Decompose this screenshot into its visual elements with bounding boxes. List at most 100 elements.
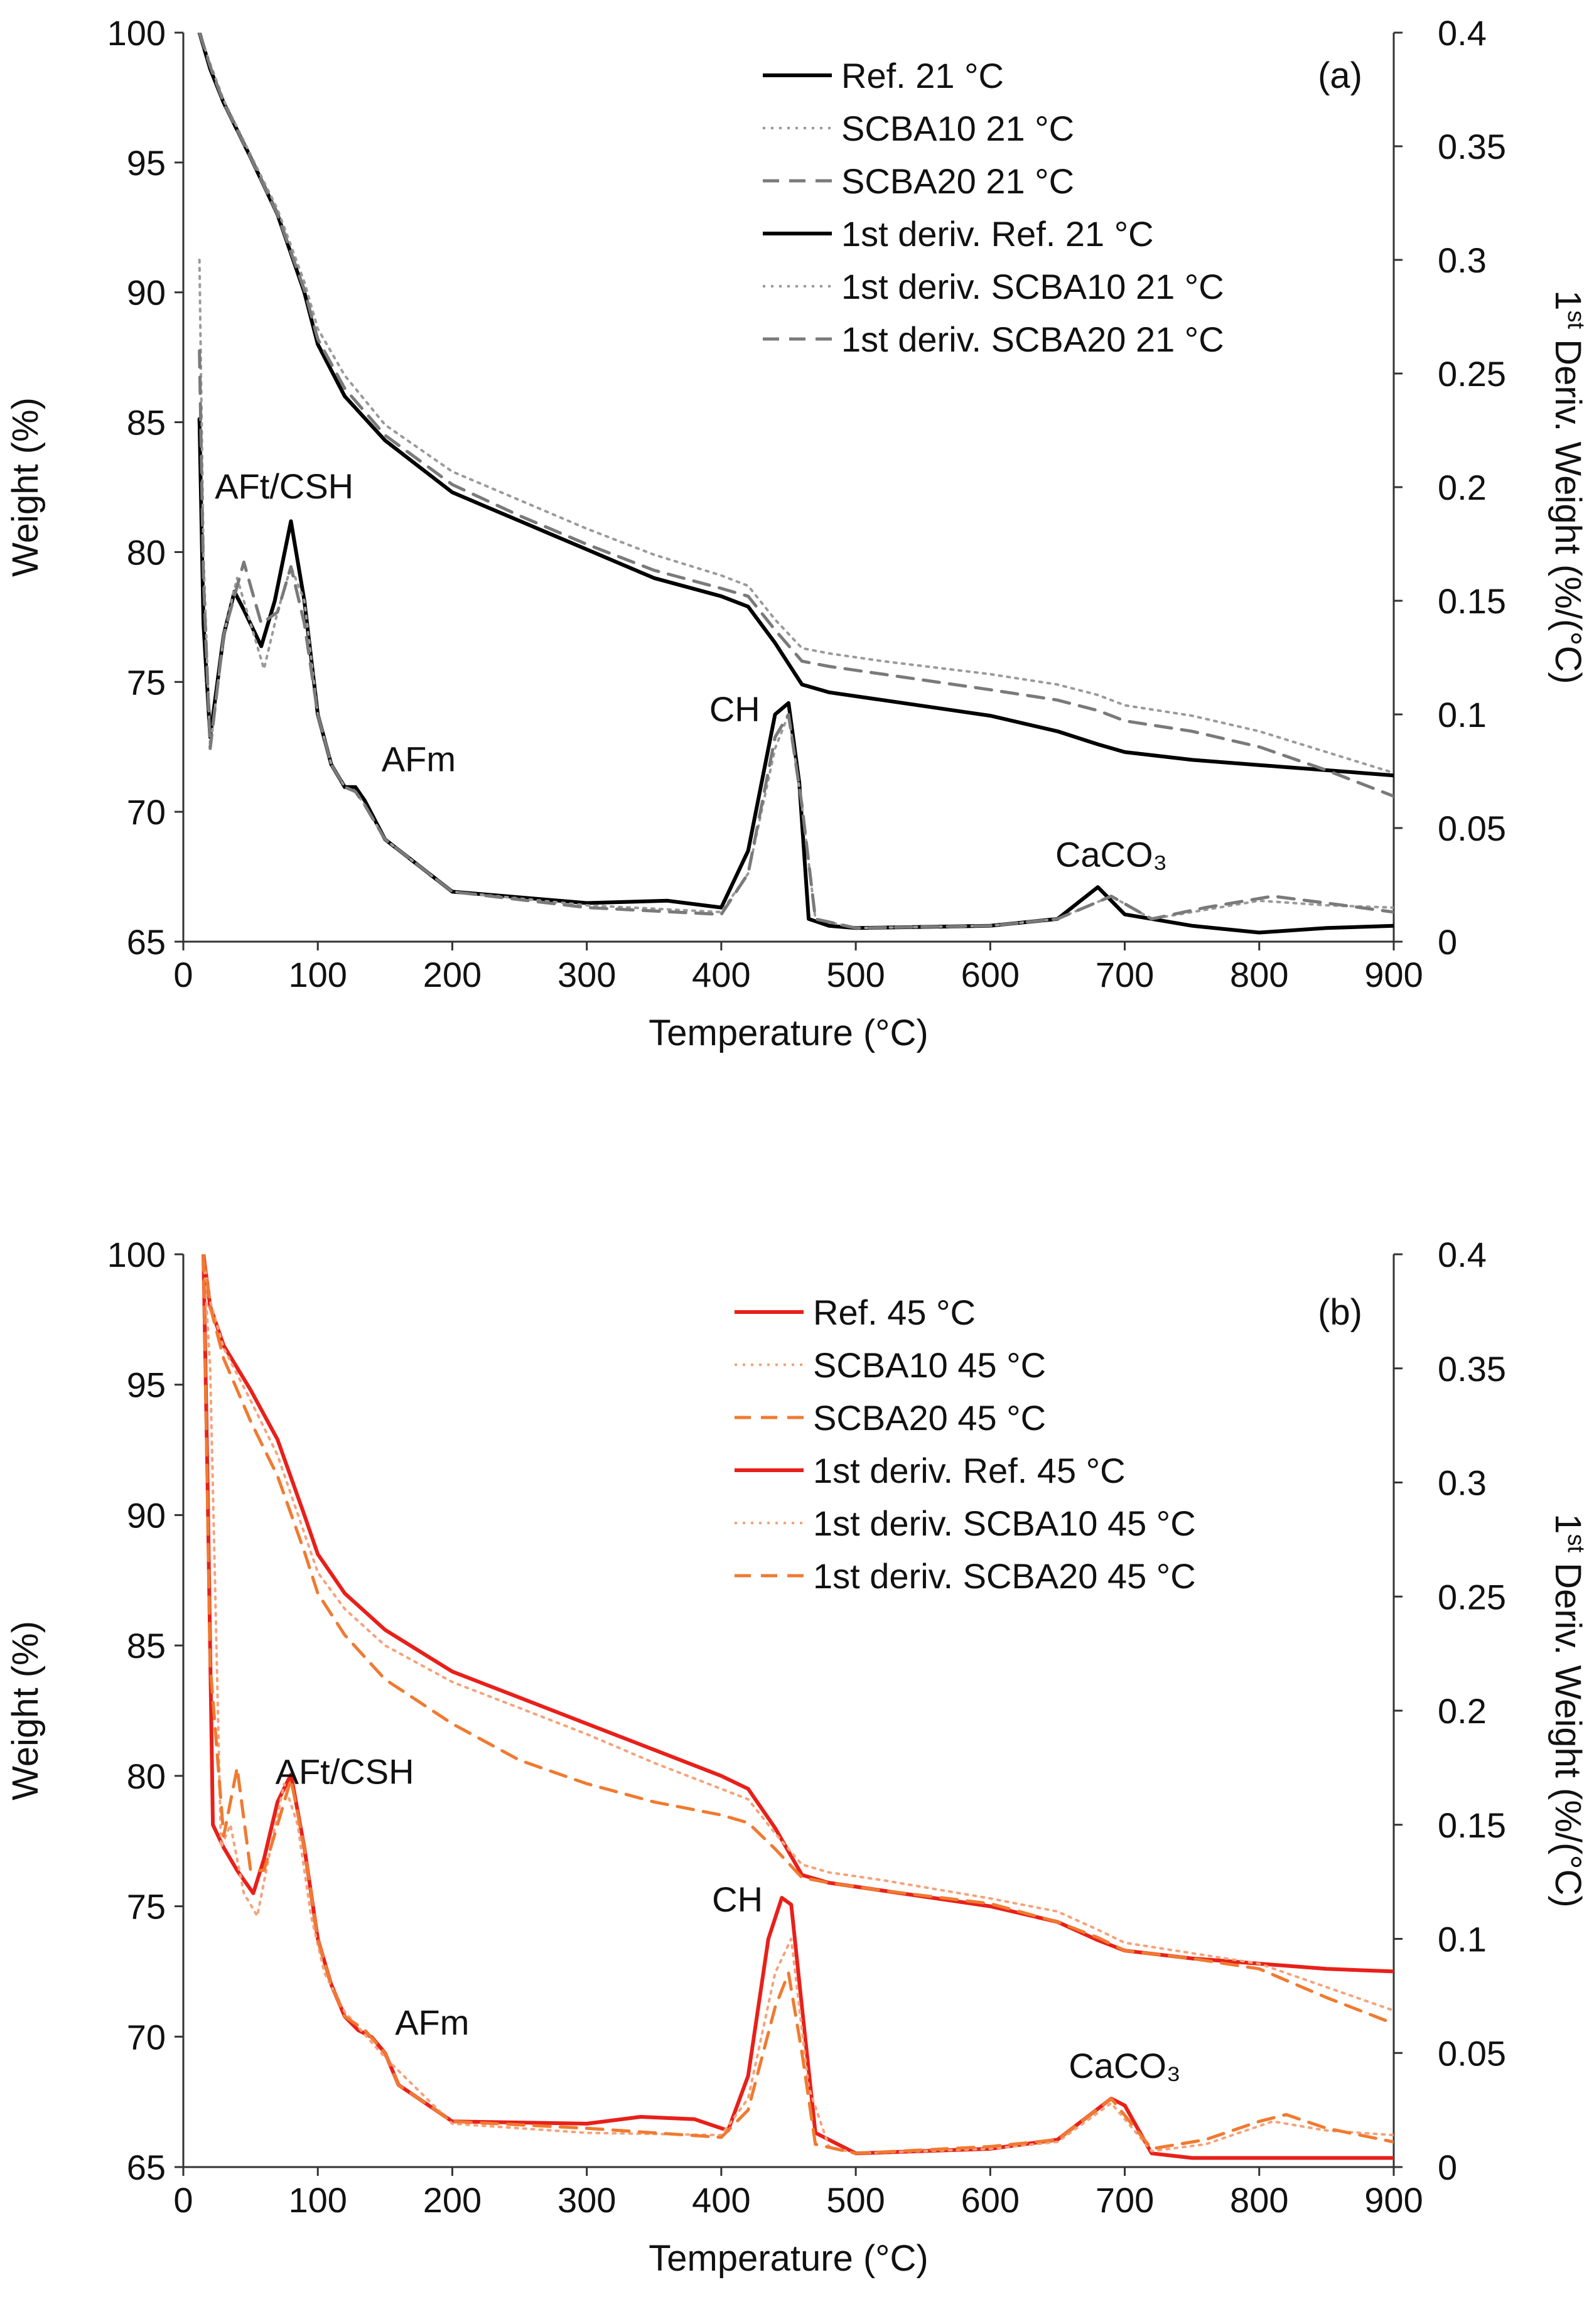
series-line <box>197 33 1394 778</box>
y2-tick-label: 0.1 <box>1438 1920 1487 1959</box>
series-line <box>202 1254 1394 2155</box>
legend-label: 1st deriv. SCBA10 45 °C <box>813 1504 1196 1543</box>
x-tick-label: 600 <box>961 955 1020 994</box>
peak-annotation: CaCO₃ <box>1055 835 1167 874</box>
series-line <box>202 1254 1394 2155</box>
x-axis-label: Temperature (°C) <box>649 1013 928 1053</box>
legend-label: 1st deriv. SCBA20 45 °C <box>813 1556 1196 1596</box>
y2-tick-label: 0.1 <box>1438 695 1487 734</box>
y-tick-label: 70 <box>127 2017 166 2057</box>
y2-axis-label-ordinal: 1 <box>1548 1514 1588 1534</box>
x-tick-label: 100 <box>289 2180 347 2220</box>
y2-tick-label: 0.15 <box>1438 581 1506 621</box>
y-axis-label: Weight (%) <box>5 1621 46 1800</box>
y2-tick-label: 0.4 <box>1438 13 1487 53</box>
y2-tick-label: 0.3 <box>1438 240 1487 280</box>
x-tick-label: 400 <box>692 955 750 994</box>
y-tick-label: 100 <box>107 13 166 53</box>
x-tick-label: 600 <box>961 2180 1020 2220</box>
y2-tick-label: 0.35 <box>1438 1349 1506 1389</box>
legend-label: 1st deriv. SCBA10 21 °C <box>841 267 1224 306</box>
legend-label: Ref. 45 °C <box>813 1293 976 1332</box>
y2-tick-label: 0.25 <box>1438 354 1506 394</box>
peak-annotation: AFt/CSH <box>276 1751 414 1791</box>
y2-tick-label: 0.05 <box>1438 809 1506 848</box>
legend-label: 1st deriv. SCBA20 21 °C <box>841 320 1224 359</box>
x-tick-label: 900 <box>1364 955 1423 994</box>
series-line <box>198 33 1394 775</box>
legend-label: 1st deriv. Ref. 21 °C <box>841 214 1154 254</box>
series-line <box>202 1254 1394 2025</box>
x-tick-label: 300 <box>557 2180 616 2220</box>
peak-annotation: CH <box>709 689 760 729</box>
y2-axis-label-rest: Deriv. Weight (%/(°C) <box>1548 1552 1588 1908</box>
y-tick-label: 85 <box>127 403 166 443</box>
legend: Ref. 45 °C SCBA10 45 °C SCBA20 45 °C 1st de… <box>735 1293 1196 1596</box>
y2-tick-label: 0.2 <box>1438 468 1487 507</box>
y2-tick-label: 0.3 <box>1438 1463 1487 1503</box>
x-tick-label: 200 <box>423 2180 482 2220</box>
peak-annotation: AFm <box>382 740 456 779</box>
y-tick-label: 100 <box>107 1235 166 1274</box>
y-tick-label: 80 <box>127 1756 166 1796</box>
peak-annotation: AFt/CSH <box>215 466 353 506</box>
x-tick-label: 200 <box>423 955 482 994</box>
y2-tick-label: 0.15 <box>1438 1805 1506 1845</box>
plot-area <box>197 33 1394 935</box>
legend-label: SCBA10 45 °C <box>813 1345 1046 1385</box>
legend-label: 1st deriv. Ref. 45 °C <box>813 1451 1126 1490</box>
series-line <box>202 1254 1394 2012</box>
x-tick-label: 100 <box>289 955 347 994</box>
x-tick-label: 400 <box>692 2180 750 2220</box>
x-tick-label: 500 <box>826 2180 885 2220</box>
y-tick-label: 70 <box>127 792 166 832</box>
x-tick-label: 500 <box>826 955 885 994</box>
y-tick-label: 75 <box>127 662 166 702</box>
chart-panel-a: 0 100 200 300 400 500 600 700 800 900 65 70 75 80 85 90… <box>5 13 1589 1053</box>
y-axis-label: Weight (%) <box>5 397 46 577</box>
x-tick-label: 900 <box>1364 2180 1423 2220</box>
legend-label: SCBA20 45 °C <box>813 1398 1046 1438</box>
y-tick-label: 80 <box>127 532 166 572</box>
x-tick-label: 700 <box>1096 2180 1154 2220</box>
panel-label: (b) <box>1318 1292 1362 1333</box>
x-tick-label: 800 <box>1230 2180 1288 2220</box>
y-tick-label: 65 <box>127 2148 166 2187</box>
peak-annotation: CH <box>712 1880 763 1919</box>
y-tick-label: 95 <box>127 1365 166 1405</box>
y-tick-label: 75 <box>127 1887 166 1927</box>
y2-tick-label: 0.05 <box>1438 2033 1506 2073</box>
peak-annotation: AFm <box>395 2003 469 2042</box>
plot-area <box>202 1254 1394 2160</box>
y2-tick-label: 0.2 <box>1438 1691 1487 1731</box>
chart-panel-b: 0 100 200 300 400 500 600 700 800 900657075808590… <box>5 1235 1589 2279</box>
y2-axis-label: 1st Deriv. Weight (%/(°C) <box>1548 290 1589 684</box>
series-line <box>198 33 1394 798</box>
y2-tick-label: 0 <box>1438 2148 1457 2187</box>
y2-axis-label: 1st Deriv. Weight (%/(°C) <box>1548 1514 1589 1908</box>
y2-axis-label-ordinal: 1 <box>1548 290 1588 310</box>
x-tick-label: 300 <box>557 955 616 994</box>
series-line <box>198 349 1394 930</box>
y-tick-label: 65 <box>127 922 166 962</box>
y-tick-label: 90 <box>127 273 166 313</box>
y2-tick-label: 0.35 <box>1438 127 1506 166</box>
series-line <box>202 1254 1394 2160</box>
peak-annotation: CaCO₃ <box>1069 2046 1180 2085</box>
x-tick-label: 800 <box>1230 955 1288 994</box>
y-tick-label: 85 <box>127 1626 166 1665</box>
legend-label: SCBA20 21 °C <box>841 161 1074 201</box>
y2-axis-label-rest: Deriv. Weight (%/(°C) <box>1548 329 1588 684</box>
panel-label: (a) <box>1318 55 1362 96</box>
x-axis-label: Temperature (°C) <box>649 2238 928 2279</box>
y2-axis-label-superscript: st <box>1563 1534 1589 1553</box>
y2-tick-label: 0 <box>1438 922 1457 962</box>
y2-tick-label: 0.25 <box>1438 1577 1506 1617</box>
y-tick-label: 90 <box>127 1495 166 1535</box>
x-tick-label: 0 <box>173 2180 193 2220</box>
y2-tick-label: 0.4 <box>1438 1235 1487 1274</box>
y2-axis-label-superscript: st <box>1563 311 1589 330</box>
legend-label: Ref. 21 °C <box>841 56 1004 95</box>
x-tick-label: 700 <box>1096 955 1154 994</box>
